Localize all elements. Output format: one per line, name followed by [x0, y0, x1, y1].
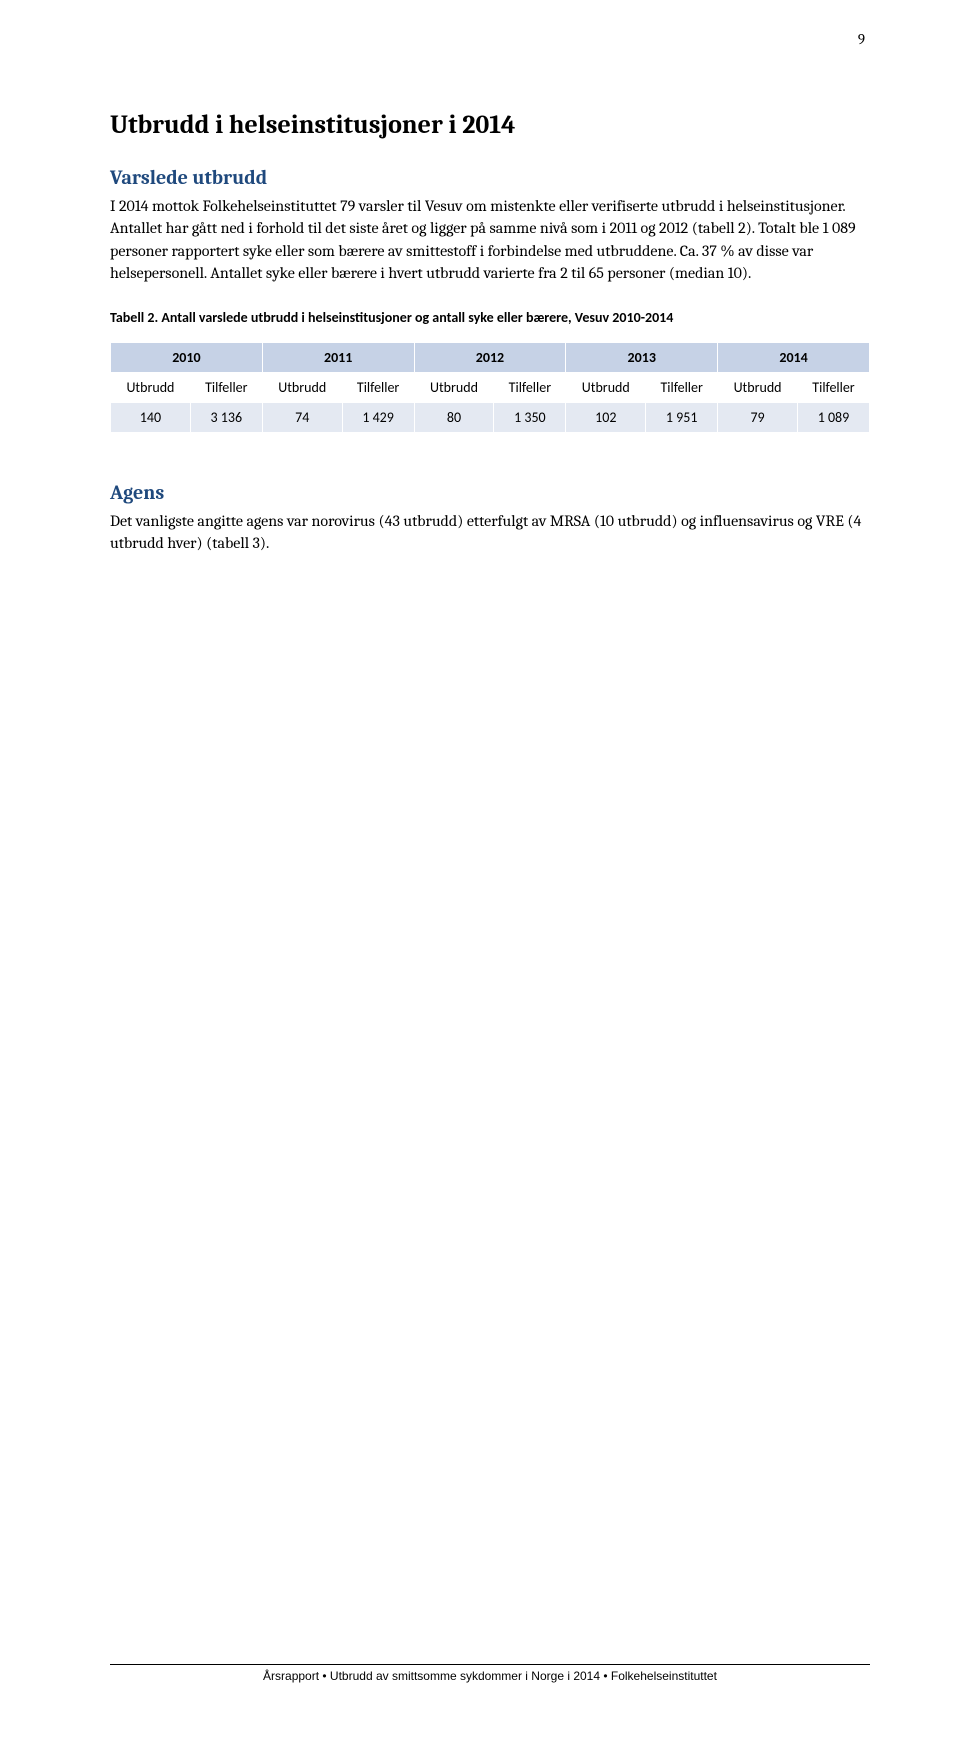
table-data-row: 140 3 136 74 1 429 80 1 350 102 1 951 79…: [111, 402, 870, 432]
footer-container: Årsrapport • Utbrudd av smittsomme sykdo…: [110, 1664, 870, 1683]
data-cell: 3 136: [190, 402, 262, 432]
sub-col: Utbrudd: [718, 372, 798, 402]
sub-col: Tilfeller: [342, 372, 414, 402]
subheading-agens: Agens: [110, 481, 870, 504]
sub-col: Utbrudd: [566, 372, 646, 402]
data-cell: 79: [718, 402, 798, 432]
sub-col: Utbrudd: [262, 372, 342, 402]
data-cell: 80: [414, 402, 494, 432]
data-cell: 74: [262, 402, 342, 432]
sub-col: Utbrudd: [111, 372, 191, 402]
sub-col: Tilfeller: [797, 372, 869, 402]
year-cell: 2010: [111, 342, 263, 372]
paragraph-intro: I 2014 mottok Folkehelseinstituttet 79 v…: [110, 195, 870, 285]
year-cell: 2013: [566, 342, 718, 372]
footer-text: Årsrapport • Utbrudd av smittsomme sykdo…: [110, 1669, 870, 1683]
sub-col: Tilfeller: [190, 372, 262, 402]
paragraph-agens: Det vanligste angitte agens var noroviru…: [110, 510, 870, 555]
data-cell: 140: [111, 402, 191, 432]
data-cell: 1 429: [342, 402, 414, 432]
data-cell: 102: [566, 402, 646, 432]
page-number: 9: [858, 30, 865, 48]
table-caption: Tabell 2. Antall varslede utbrudd i hels…: [110, 309, 870, 326]
sub-col: Utbrudd: [414, 372, 494, 402]
table-subheader-row: Utbrudd Tilfeller Utbrudd Tilfeller Utbr…: [111, 372, 870, 402]
year-cell: 2014: [718, 342, 870, 372]
sub-col: Tilfeller: [646, 372, 718, 402]
main-heading: Utbrudd i helseinstitusjoner i 2014: [110, 110, 870, 140]
data-cell: 1 089: [797, 402, 869, 432]
data-cell: 1 951: [646, 402, 718, 432]
sub-col: Tilfeller: [494, 372, 566, 402]
table-year-row: 2010 2011 2012 2013 2014: [111, 342, 870, 372]
year-cell: 2011: [262, 342, 414, 372]
year-cell: 2012: [414, 342, 566, 372]
data-cell: 1 350: [494, 402, 566, 432]
subheading-varslede: Varslede utbrudd: [110, 166, 870, 189]
table-utbrudd: 2010 2011 2012 2013 2014 Utbrudd Tilfell…: [110, 342, 870, 433]
